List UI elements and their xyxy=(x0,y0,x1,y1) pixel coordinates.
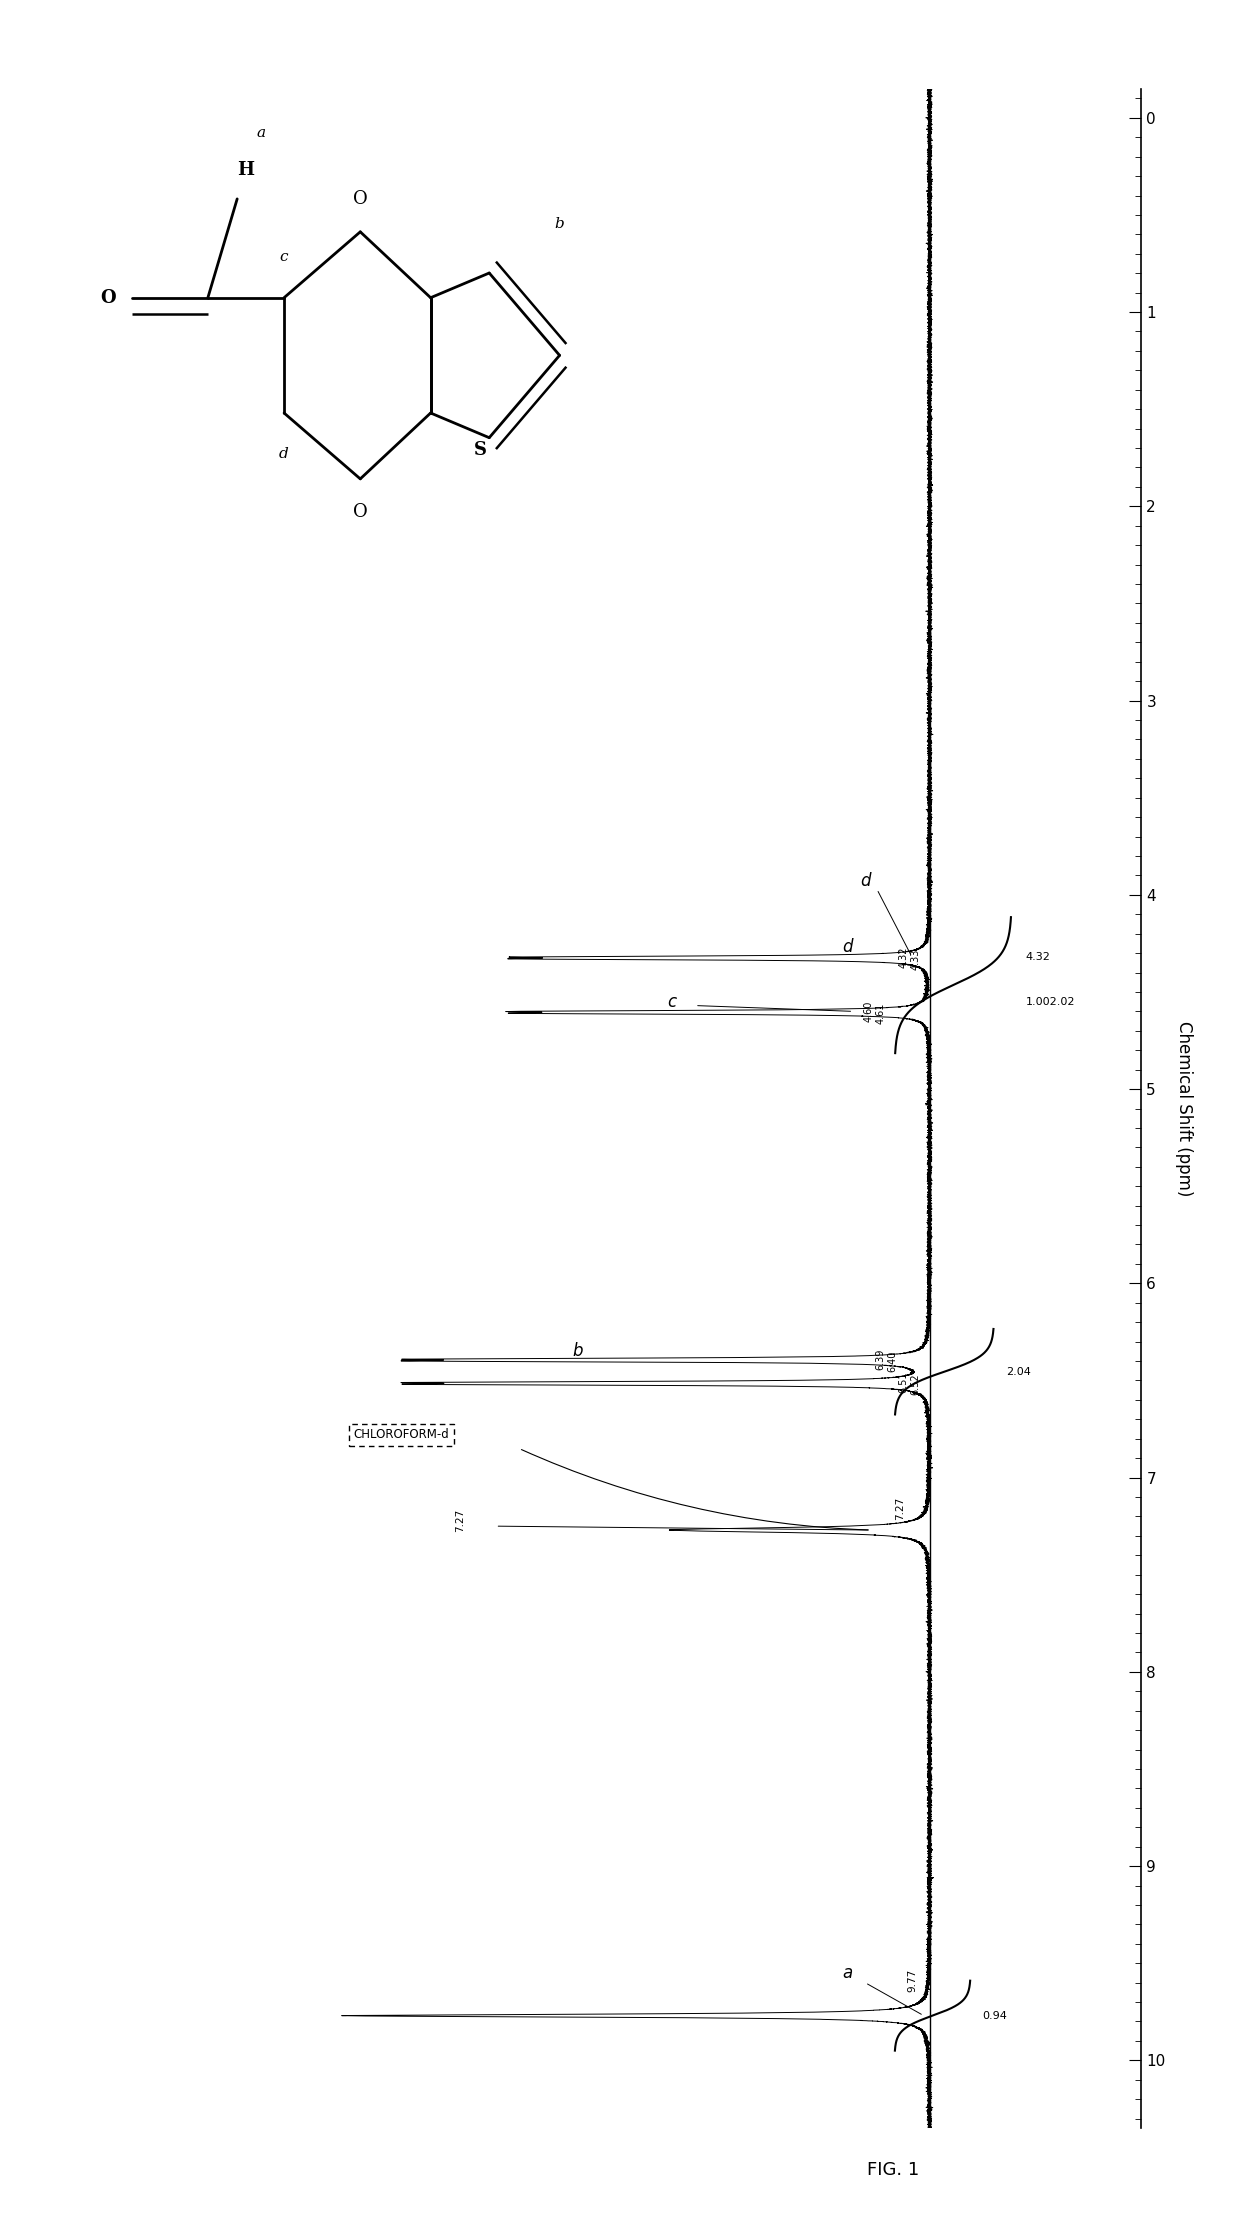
Text: d: d xyxy=(859,871,870,891)
Text: CHLOROFORM-d: CHLOROFORM-d xyxy=(353,1428,449,1441)
Text: 6.39: 6.39 xyxy=(875,1348,885,1370)
Text: O: O xyxy=(353,191,367,208)
Text: 4.32: 4.32 xyxy=(1025,951,1050,962)
Text: S: S xyxy=(474,441,487,459)
Text: O: O xyxy=(353,503,367,521)
Y-axis label: Chemical Shift (ppm): Chemical Shift (ppm) xyxy=(1176,1020,1193,1197)
Text: 1.002.02: 1.002.02 xyxy=(1025,998,1075,1007)
Text: 2.04: 2.04 xyxy=(1006,1366,1030,1377)
Text: FIG. 1: FIG. 1 xyxy=(867,2162,919,2179)
Text: c: c xyxy=(280,251,289,264)
Text: b: b xyxy=(573,1341,583,1361)
Text: H: H xyxy=(238,162,254,180)
Text: 7.27: 7.27 xyxy=(895,1496,905,1521)
Text: 6.51: 6.51 xyxy=(899,1372,909,1392)
Text: a: a xyxy=(842,1964,853,1982)
Text: b: b xyxy=(554,217,564,231)
Text: d: d xyxy=(842,938,853,956)
Text: 6.52: 6.52 xyxy=(910,1375,920,1394)
Text: a: a xyxy=(257,126,265,140)
Text: d: d xyxy=(279,448,289,461)
Text: 4.60: 4.60 xyxy=(863,1000,874,1022)
Text: c: c xyxy=(667,993,676,1011)
Text: 0.94: 0.94 xyxy=(982,2011,1007,2020)
Text: 9.77: 9.77 xyxy=(906,1969,918,1993)
Text: 7.27: 7.27 xyxy=(455,1510,465,1532)
Text: O: O xyxy=(100,288,117,306)
Text: 4.61: 4.61 xyxy=(875,1002,885,1024)
Text: 4.32: 4.32 xyxy=(899,947,909,969)
Text: 6.40: 6.40 xyxy=(887,1350,897,1372)
Text: 4.33: 4.33 xyxy=(910,949,920,969)
